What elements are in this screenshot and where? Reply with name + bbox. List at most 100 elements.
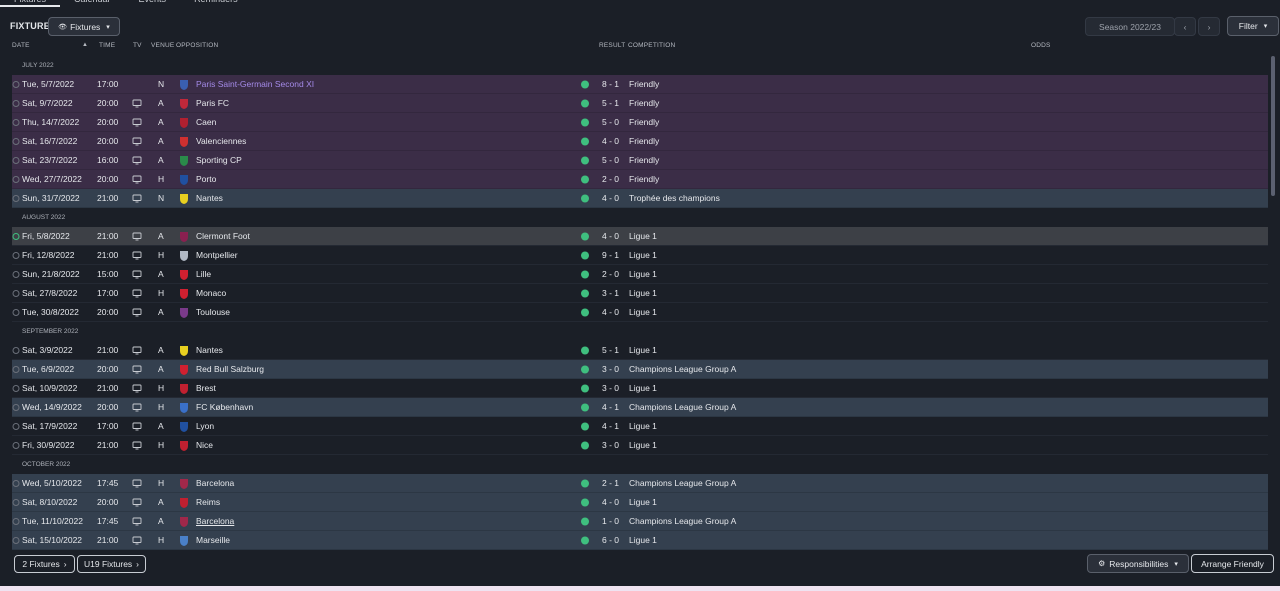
- opposition[interactable]: Lille: [196, 269, 212, 279]
- tab[interactable]: Fixtures: [0, 0, 61, 7]
- result: 3 - 0: [602, 383, 620, 393]
- fixture-row[interactable]: Wed, 5/10/2022 17:45 H Barcelona 2 - 1 Champi…: [12, 474, 1268, 493]
- opposition[interactable]: Reims: [196, 497, 221, 507]
- club-crest: [180, 251, 188, 261]
- time: 20:00: [97, 174, 119, 184]
- opposition[interactable]: Marseille: [196, 535, 231, 545]
- fixture-row[interactable]: Tue, 11/10/2022 17:45 A Barcelona 1 - 0 Champ…: [12, 512, 1268, 531]
- column-header[interactable]: OPPOSITION: [176, 42, 219, 49]
- result-dot: [581, 251, 589, 260]
- opposition[interactable]: FC København: [196, 402, 254, 412]
- time: 17:45: [97, 516, 119, 526]
- fixture-row[interactable]: Sat, 17/9/2022 17:00 A Lyon 4 - 1 Ligue 1: [12, 417, 1268, 436]
- responsibilities-button[interactable]: ⚙ Responsibilities ▾: [1087, 554, 1189, 573]
- tv-icon: [132, 137, 142, 146]
- column-header[interactable]: DATE: [12, 42, 30, 49]
- tab[interactable]: Reminders: [180, 0, 252, 7]
- fixture-row[interactable]: Sat, 10/9/2022 21:00 H Brest 3 - 0 Ligue 1: [12, 379, 1268, 398]
- opposition[interactable]: Paris Saint-Germain Second XI: [196, 79, 315, 89]
- fixture-row[interactable]: Fri, 30/9/2022 21:00 H Nice 3 - 0 Ligue 1: [12, 436, 1268, 455]
- fixture-row[interactable]: Sat, 9/7/2022 20:00 A Paris FC 5 - 1 Friendly: [12, 94, 1268, 113]
- opposition[interactable]: Caen: [196, 117, 217, 127]
- fixtures-count-button[interactable]: 2 Fixtures ›: [14, 555, 75, 573]
- opposition[interactable]: Montpellier: [196, 250, 238, 260]
- status-icon: [12, 442, 20, 449]
- opposition[interactable]: Paris FC: [196, 98, 230, 108]
- arrange-friendly-button[interactable]: Arrange Friendly: [1191, 554, 1274, 573]
- fixture-row[interactable]: Sat, 16/7/2022 20:00 A Valenciennes 4 - 0 Fri…: [12, 132, 1268, 151]
- status-icon: [12, 480, 20, 487]
- opposition[interactable]: Lyon: [196, 421, 215, 431]
- fixture-list: JULY 2022 Tue, 5/7/2022 17:00 N Paris Saint-…: [12, 56, 1268, 553]
- prev-season[interactable]: ‹: [1174, 17, 1196, 36]
- opposition[interactable]: Brest: [196, 383, 216, 393]
- opposition[interactable]: Nantes: [196, 345, 223, 355]
- tv-icon: [132, 517, 142, 526]
- opposition[interactable]: Clermont Foot: [196, 231, 250, 241]
- opposition[interactable]: Monaco: [196, 288, 227, 298]
- fixture-row[interactable]: Fri, 12/8/2022 21:00 H Montpellier 9 - 1 Ligu…: [12, 246, 1268, 265]
- fixture-row[interactable]: Sat, 15/10/2022 21:00 H Marseille 6 - 0 Ligue…: [12, 531, 1268, 550]
- competition: Ligue 1: [629, 383, 657, 393]
- opposition[interactable]: Valenciennes: [196, 136, 247, 146]
- venue: H: [158, 535, 165, 545]
- fixture-row[interactable]: Wed, 27/7/2022 20:00 H Porto 2 - 0 Friendly: [12, 170, 1268, 189]
- fixture-row[interactable]: Wed, 14/9/2022 20:00 H FC København 4 - 1 Cha…: [12, 398, 1268, 417]
- venue: A: [158, 497, 164, 507]
- column-header[interactable]: TV: [133, 42, 142, 49]
- fixture-row[interactable]: Thu, 14/7/2022 20:00 A Caen 5 - 0 Friendly: [12, 113, 1268, 132]
- opposition[interactable]: Sporting CP: [196, 155, 242, 165]
- tab[interactable]: Events: [125, 0, 181, 7]
- filter-button[interactable]: Filter ▾: [1227, 16, 1279, 36]
- u19-button[interactable]: U19 Fixtures ›: [77, 555, 146, 573]
- status-icon: [12, 499, 20, 506]
- fixture-row[interactable]: Tue, 6/9/2022 20:00 A Red Bull Salzburg 3 - …: [12, 360, 1268, 379]
- season-selector[interactable]: Season 2022/23: [1085, 17, 1175, 36]
- result-dot: [581, 384, 589, 393]
- fixture-row[interactable]: Sat, 3/9/2022 21:00 A Nantes 5 - 1 Ligue 1: [12, 341, 1268, 360]
- fixture-row[interactable]: Sat, 8/10/2022 20:00 A Reims 4 - 0 Ligue 1: [12, 493, 1268, 512]
- date: Sat, 8/10/2022: [22, 497, 78, 507]
- responsibilities-label: Responsibilities: [1109, 558, 1169, 569]
- next-season[interactable]: ›: [1198, 17, 1220, 36]
- result: 4 - 0: [602, 231, 620, 241]
- opposition[interactable]: Barcelona: [196, 478, 235, 488]
- opposition[interactable]: Barcelona: [196, 516, 235, 526]
- club-crest: [180, 194, 188, 204]
- opposition[interactable]: Nice: [196, 440, 214, 450]
- fixture-row[interactable]: Tue, 30/8/2022 20:00 A Toulouse 4 - 0 Ligue 1: [12, 303, 1268, 322]
- status-icon: [12, 366, 20, 373]
- fixture-row[interactable]: Fri, 5/8/2022 21:00 A Clermont Foot 4 - 0 Lig…: [12, 227, 1268, 246]
- scrollbar[interactable]: [1271, 56, 1275, 196]
- result-dot: [581, 80, 589, 89]
- date: Sat, 3/9/2022: [22, 345, 73, 355]
- opposition[interactable]: Porto: [196, 174, 217, 184]
- fixture-row[interactable]: Sat, 23/7/2022 16:00 A Sporting CP 5 - 0 Frie…: [12, 151, 1268, 170]
- time: 20:00: [97, 402, 119, 412]
- column-header[interactable]: ODDS: [1031, 42, 1051, 49]
- tv-icon: [132, 156, 142, 165]
- fixtures-count-label: 2 Fixtures: [22, 559, 60, 569]
- club-crest: [180, 517, 188, 527]
- column-header[interactable]: RESULT: [599, 42, 626, 49]
- tab[interactable]: Calendar: [60, 0, 125, 7]
- fixture-row[interactable]: Tue, 5/7/2022 17:00 N Paris Saint-Germain S…: [12, 75, 1268, 94]
- fixture-row[interactable]: Sat, 27/8/2022 17:00 H Monaco 3 - 1 Ligue 1: [12, 284, 1268, 303]
- fixture-row[interactable]: Sun, 21/8/2022 15:00 A Lille 2 - 0 Ligue 1: [12, 265, 1268, 284]
- opposition[interactable]: Toulouse: [196, 307, 231, 317]
- column-header[interactable]: TIME: [99, 42, 116, 49]
- column-header[interactable]: VENUE: [151, 42, 175, 49]
- competition: Ligue 1: [629, 421, 657, 431]
- tv-icon: [132, 422, 142, 431]
- fixture-row[interactable]: Sun, 31/7/2022 21:00 N Nantes 4 - 0 Trophée d…: [12, 189, 1268, 208]
- view-dropdown[interactable]: 👁 Fixtures ▾: [48, 17, 120, 36]
- opposition[interactable]: Nantes: [196, 193, 223, 203]
- column-header[interactable]: COMPETITION: [628, 42, 676, 49]
- opposition[interactable]: Red Bull Salzburg: [196, 364, 265, 374]
- result: 8 - 1: [602, 79, 620, 89]
- time: 20:00: [97, 307, 119, 317]
- competition: Champions League Group A: [629, 402, 737, 412]
- club-crest: [180, 175, 188, 185]
- result: 1 - 0: [602, 516, 620, 526]
- status-icon: [12, 271, 20, 278]
